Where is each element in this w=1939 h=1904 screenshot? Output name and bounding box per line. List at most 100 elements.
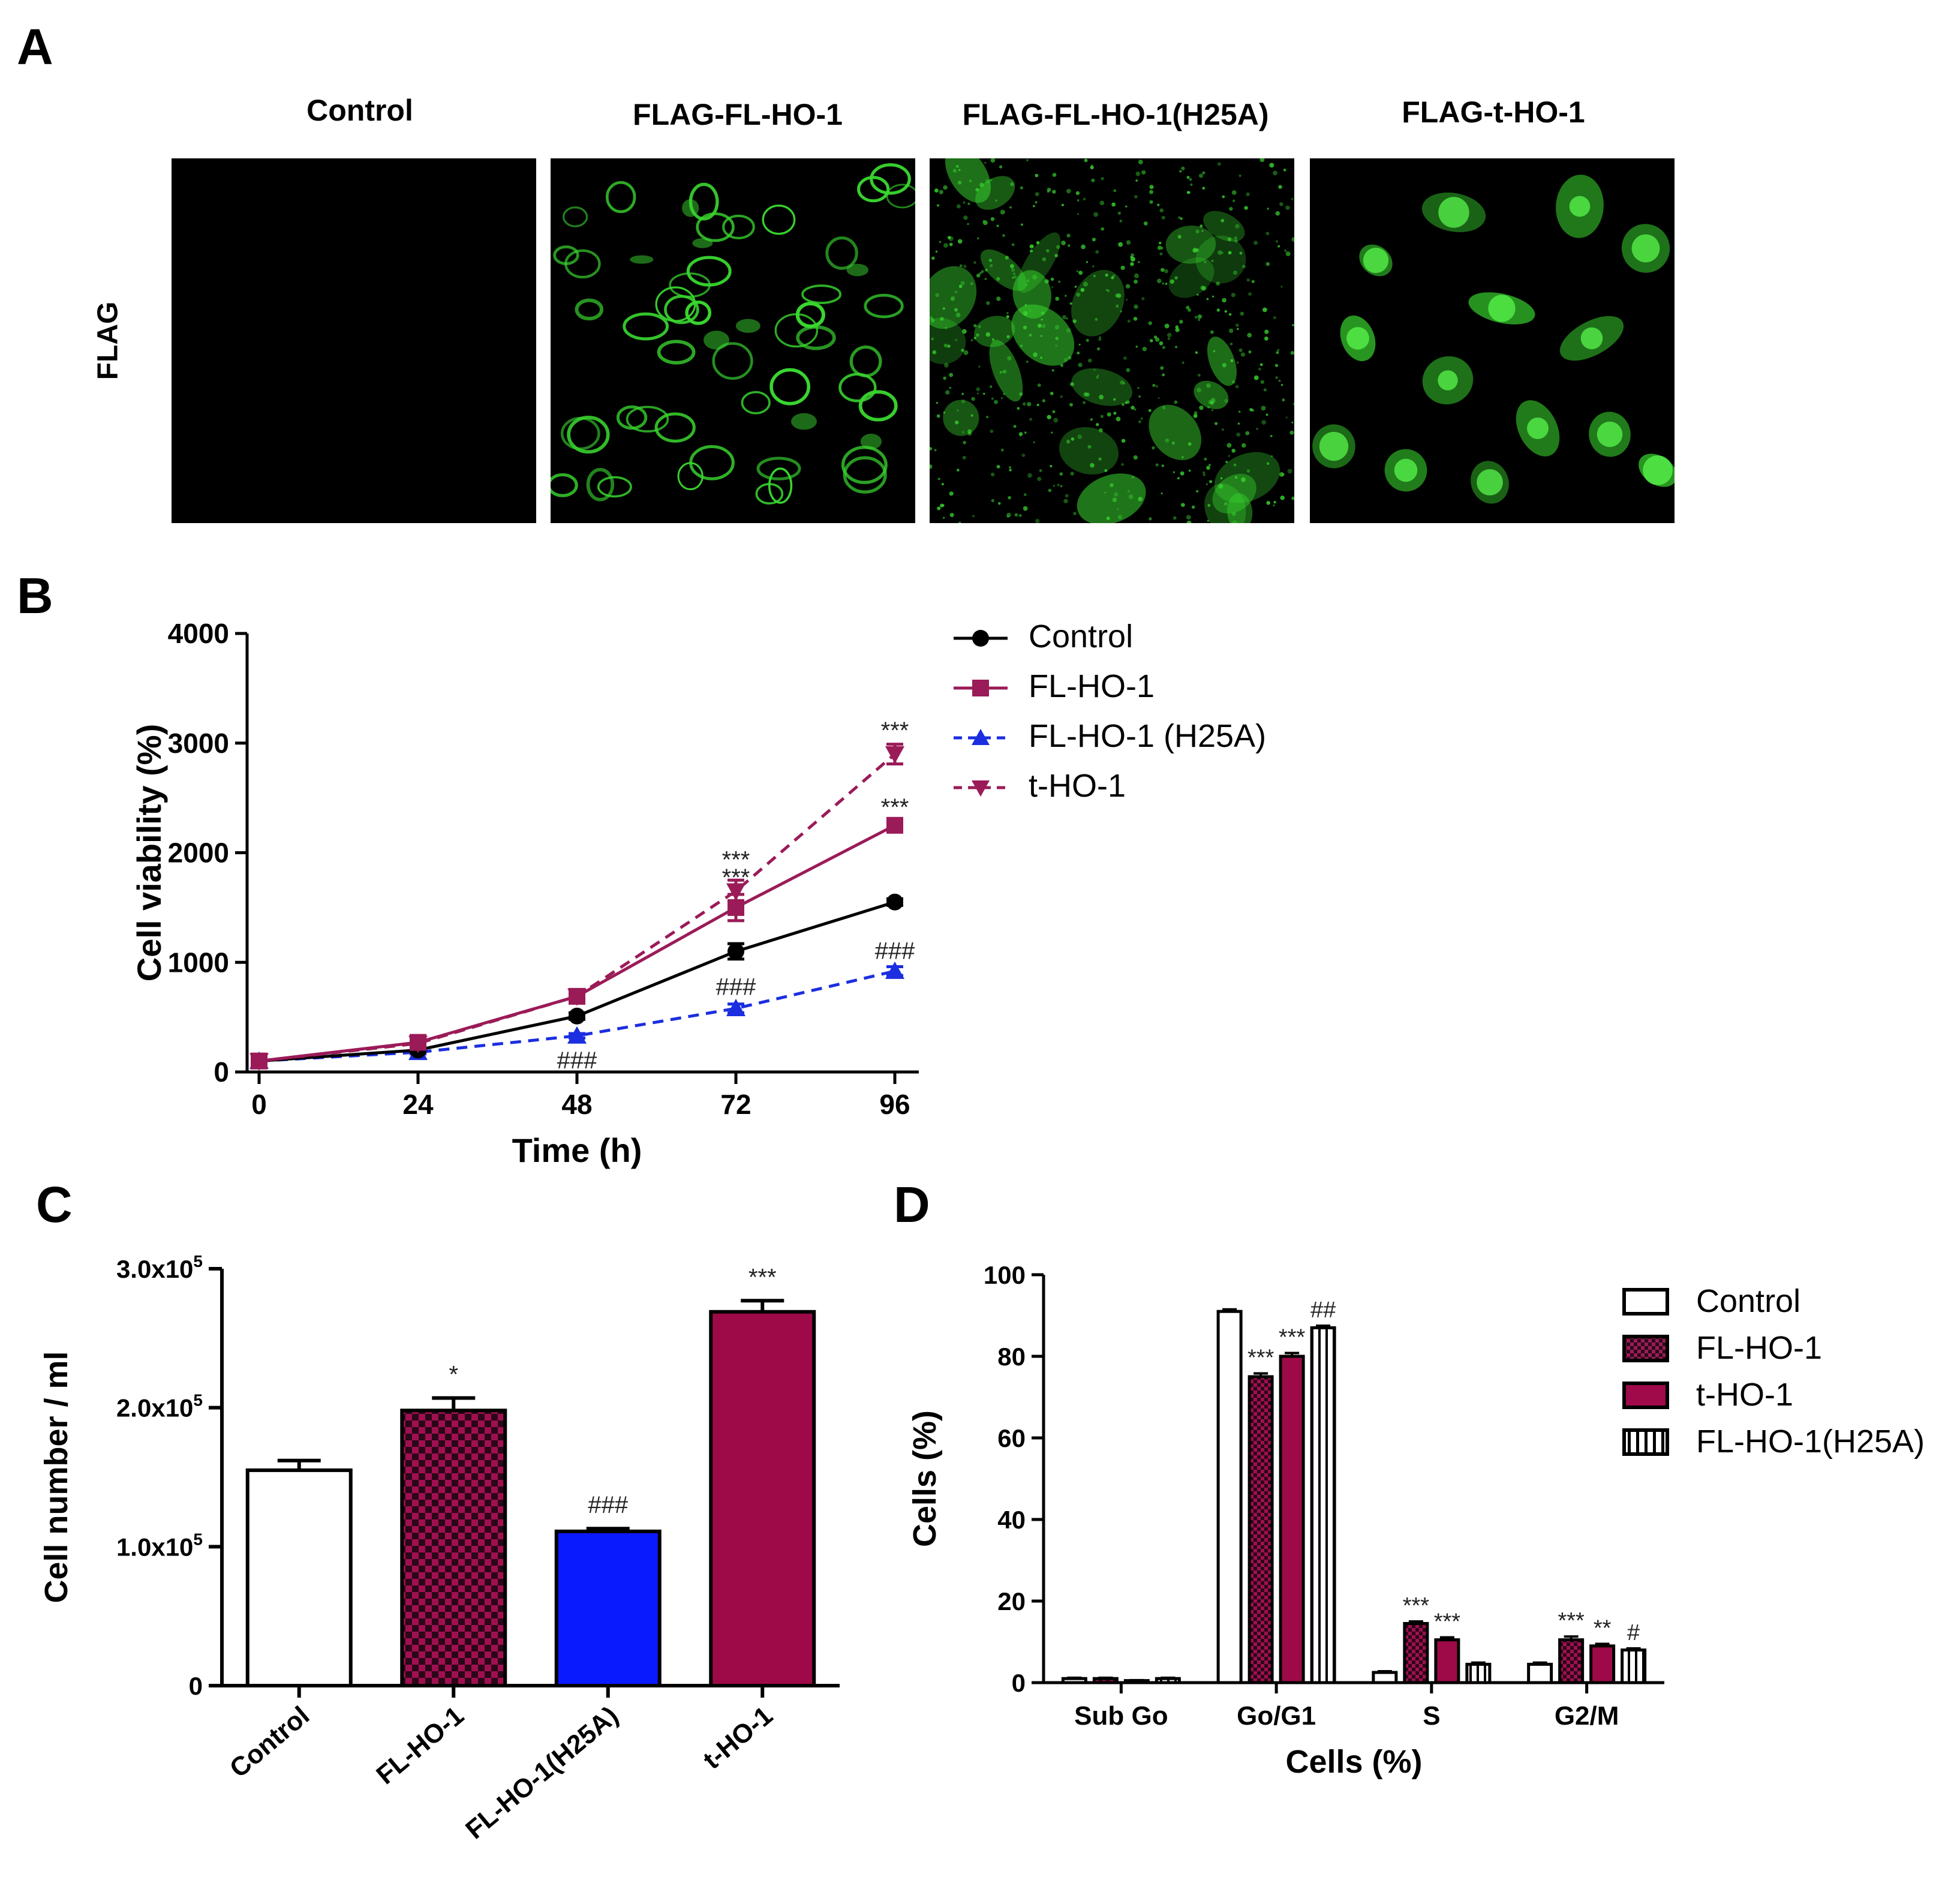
bar-d	[1279, 1355, 1305, 1684]
y-tick-label-c: 2.0x105	[116, 1391, 203, 1422]
bar-d	[1621, 1648, 1647, 1684]
legend-b-markers	[954, 630, 1008, 797]
legend-b-label-t-ho-1: t-HO-1	[1029, 768, 1126, 804]
image-title-t-ho-1: FLAG-t-HO-1	[1402, 95, 1585, 129]
annotation-c: ###	[588, 1492, 628, 1518]
legend-d-swatch-t-ho-1	[1622, 1382, 1669, 1409]
legend-b: Control FL-HO-1 FL-HO-1 (H25A) t-HO-1	[951, 615, 1370, 819]
micrograph-reticular-icon	[930, 158, 1294, 523]
x-tick-label-d: S	[1423, 1701, 1440, 1731]
x-tick-label-b: 48	[561, 1089, 592, 1120]
chart-b-cell-viability: 0 1000 2000 3000 4000 0 24 48 72 96 Time (h) Cell v…	[130, 618, 919, 1169]
annotation-b: ###	[716, 974, 756, 1001]
annotation-b: ###	[557, 1047, 597, 1074]
x-tick-label-b: 96	[879, 1089, 910, 1120]
legend-d-label-t-ho-1: t-HO-1	[1696, 1377, 1793, 1413]
bar-d	[1527, 1662, 1553, 1684]
annotation-c: *	[449, 1361, 458, 1388]
legend-b-marker-t-ho-1	[972, 780, 990, 797]
image-title-fl-ho-1: FLAG-FL-HO-1	[633, 98, 843, 131]
y-tick-label-b: 2000	[168, 837, 229, 869]
x-tick-label-d: Sub Go	[1074, 1701, 1168, 1731]
legend-b-marker-control	[972, 630, 989, 647]
y-tick-label-b: 0	[214, 1056, 229, 1088]
chart-c-cell-number: 0 1.0x105 2.0x105 3.0x105 Cell number / ml Co…	[38, 1252, 840, 1845]
annotation-d: ***	[1434, 1609, 1461, 1635]
x-tick-label-b: 24	[402, 1089, 434, 1120]
y-axis-title-b: Cell viability (%)	[130, 724, 168, 981]
annotation-b: ***	[881, 794, 909, 821]
y-tick-label-c: 0	[189, 1672, 203, 1700]
legend-b-label-fl-ho-1: FL-HO-1	[1029, 668, 1155, 704]
legend-d: Control FL-HO-1 t-HO-1 FL-HO-1(H25A)	[1619, 1278, 1931, 1482]
micrograph-diffuse-icon	[1312, 175, 1675, 504]
legend-b-label-fl-ho-1-h25a: FL-HO-1 (H25A)	[1029, 718, 1267, 754]
data-point-b	[408, 1035, 428, 1053]
bar-d	[1558, 1638, 1585, 1684]
panel-label-c: C	[36, 1176, 73, 1233]
legend-d-label-control: Control	[1696, 1283, 1801, 1319]
x-tick-label-c: FL-HO-1(H25A)	[460, 1701, 624, 1845]
data-point-b	[567, 988, 587, 1006]
micrograph-control	[172, 158, 536, 523]
bar-c-1	[400, 1409, 507, 1687]
y-axis-title-c: Cell number / ml	[38, 1351, 74, 1603]
annotation-c: ***	[748, 1264, 777, 1290]
bar-d	[1123, 1679, 1150, 1684]
bar-d	[1061, 1677, 1087, 1684]
x-tick-label-d: Go/G1	[1237, 1701, 1316, 1731]
bar-d	[1589, 1644, 1616, 1684]
annotation-d: ***	[1279, 1325, 1306, 1350]
y-tick-label-d: 20	[997, 1587, 1026, 1615]
bar-d	[1465, 1662, 1492, 1684]
row-label-flag: FLAG	[92, 301, 124, 380]
micrograph-membrane-icon	[551, 163, 915, 505]
legend-b-label-control: Control	[1029, 618, 1134, 654]
y-tick-label-d: 80	[997, 1343, 1026, 1371]
annotation-d: ##	[1310, 1298, 1336, 1323]
series-line-1	[258, 824, 896, 1063]
micrograph-t-ho-1	[1310, 158, 1675, 523]
bar-d	[1216, 1310, 1243, 1684]
annotation-d: #	[1627, 1620, 1640, 1645]
micrograph-fl-ho-1	[551, 158, 915, 523]
data-point-b	[567, 1026, 587, 1044]
legend-b-marker-fl-ho-1-h25a	[972, 729, 990, 745]
image-title-control: Control	[306, 94, 413, 127]
legend-d-swatch-control	[1622, 1288, 1669, 1316]
panel-label-b: B	[17, 567, 53, 624]
y-tick-label-d: 100	[984, 1261, 1026, 1289]
y-tick-label-b: 3000	[168, 728, 229, 759]
annotation-b: ***	[722, 847, 750, 873]
annotation-b: ***	[881, 717, 909, 744]
bar-d	[1155, 1677, 1181, 1684]
data-point-b	[569, 1007, 585, 1025]
data-point-b	[726, 999, 745, 1017]
y-tick-label-b: 1000	[168, 947, 229, 978]
annotation-b: ###	[875, 938, 915, 964]
annotation-d: ***	[1247, 1346, 1274, 1371]
bar-d	[1310, 1326, 1336, 1684]
y-tick-label-c: 3.0x105	[116, 1252, 203, 1283]
x-tick-label-b: 0	[251, 1089, 267, 1120]
legend-d-label-fl-ho-1-h25a: FL-HO-1(H25A)	[1696, 1424, 1925, 1459]
y-tick-label-c: 1.0x105	[116, 1530, 203, 1561]
bar-d	[1372, 1671, 1398, 1684]
data-point-b	[726, 883, 745, 901]
data-point-b	[885, 746, 904, 764]
x-axis-title-d: Cells (%)	[1285, 1744, 1422, 1780]
data-point-b	[886, 893, 903, 911]
image-title-fl-ho-1-h25a: FLAG-FL-HO-1(H25A)	[962, 98, 1269, 131]
micrograph-fl-ho-1-h25a	[930, 158, 1294, 523]
y-axis-title-d: Cells (%)	[907, 1410, 943, 1547]
y-tick-label-b: 4000	[168, 618, 229, 649]
annotation-d: ***	[1403, 1593, 1430, 1618]
panel-label-a: A	[17, 19, 53, 75]
bar-d	[1403, 1621, 1429, 1684]
annotation-b: ***	[722, 864, 750, 891]
legend-b-marker-fl-ho-1	[972, 680, 989, 696]
y-tick-label-d: 40	[997, 1506, 1026, 1534]
legend-d-swatch-fl-ho-1	[1622, 1335, 1669, 1362]
x-axis-title-b: Time (h)	[512, 1131, 642, 1169]
annotation-d: ***	[1558, 1608, 1585, 1633]
